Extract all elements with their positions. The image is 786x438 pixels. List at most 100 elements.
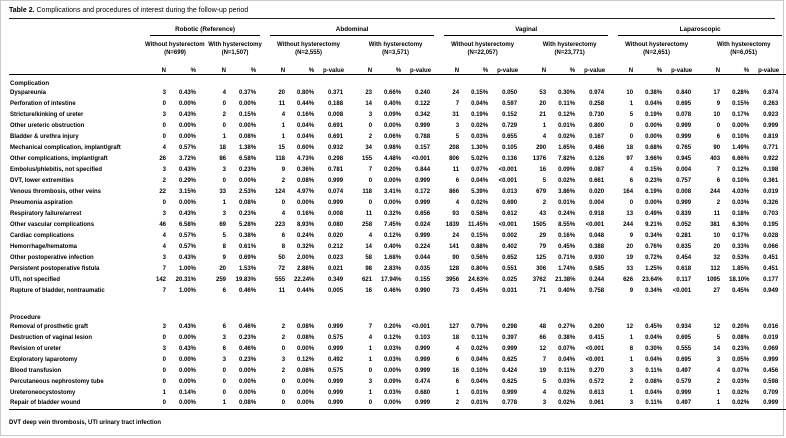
- value-cell: 18: [219, 144, 226, 151]
- value-cell: 4.73%: [297, 155, 315, 162]
- value-cell: 0.20%: [384, 166, 402, 173]
- value-cell: 2: [162, 177, 166, 184]
- value-cell: 18: [452, 334, 460, 341]
- row-label: Other vascular complications: [10, 221, 95, 228]
- value-cell: 0.56%: [471, 254, 489, 261]
- value-cell: 0.999: [328, 378, 344, 385]
- value-cell: 0.00%: [297, 199, 315, 206]
- value-cell: 0: [629, 133, 634, 140]
- value-cell: 0.087: [589, 166, 605, 173]
- value-cell: 0.618: [676, 265, 692, 272]
- row-label: Removal of prosthetic graft: [10, 323, 89, 330]
- value-cell: 0.38%: [558, 334, 576, 341]
- value-cell: 20: [278, 89, 286, 96]
- table-row: Revision of ureter 3 0.43% 6 0.46% 0 0.00% 0.99…: [9, 343, 786, 354]
- value-cell: 0.326: [763, 199, 779, 206]
- column-header: p-value: [323, 62, 353, 75]
- value-cell: 127: [449, 323, 460, 330]
- table-row: Repair of bladder wound 0 0.00% 1 0.08% 0 0.00…: [9, 398, 786, 409]
- value-cell: 3: [629, 400, 634, 407]
- value-cell: 3.72%: [178, 155, 196, 162]
- value-cell: 0: [368, 177, 373, 184]
- value-cell: 0.66%: [384, 89, 402, 96]
- value-cell: 0.497: [676, 367, 692, 374]
- value-cell: 0.34%: [645, 232, 663, 239]
- value-cell: 0.999: [328, 199, 344, 206]
- value-cell: 0.061: [589, 400, 605, 407]
- subgroup-label: With hysterectomy: [716, 42, 771, 48]
- table-subheader-row: Without hysterectomy (N=699) With hysterec…: [9, 36, 786, 62]
- table-row: Destruction of vaginal lesion 0 0.00% 3 0.23…: [9, 332, 786, 343]
- value-cell: 3: [162, 111, 166, 118]
- value-cell: 0.33%: [732, 243, 750, 250]
- value-cell: 15: [278, 144, 286, 151]
- value-cell: 11: [278, 100, 286, 107]
- row-label: Bladder & urethra injury: [10, 133, 79, 140]
- value-cell: 0: [281, 199, 286, 206]
- value-cell: 0.24%: [297, 232, 315, 239]
- value-cell: 0.918: [589, 210, 605, 217]
- value-cell: 0.999: [415, 177, 431, 184]
- value-cell: 0.212: [328, 243, 344, 250]
- value-cell: 19.83%: [235, 276, 257, 283]
- value-cell: 0.17%: [732, 232, 750, 239]
- value-cell: 0.19%: [471, 111, 489, 118]
- value-cell: 0.00%: [384, 122, 402, 129]
- value-cell: 0.999: [763, 356, 779, 363]
- value-cell: 27: [713, 287, 721, 294]
- value-cell: 6: [629, 177, 634, 184]
- column-header-row: N% N% N% p-value N% p-value N% p-value N% p-value…: [9, 62, 786, 75]
- column-header: p-value: [671, 62, 701, 75]
- value-cell: 21.38%: [555, 276, 576, 283]
- value-cell: 0.04%: [558, 356, 576, 363]
- group-header-label: Vaginal: [444, 26, 609, 36]
- value-cell: 0.492: [328, 356, 344, 363]
- value-cell: 0.12%: [384, 334, 402, 341]
- value-cell: 0.999: [415, 199, 431, 206]
- value-cell: 0.703: [763, 210, 779, 217]
- table-row: Venous thrombosis, other veins 22 3.15% 33 2…: [9, 186, 786, 197]
- column-header: N: [145, 62, 175, 75]
- value-cell: 21: [539, 111, 547, 118]
- value-cell: 0.57%: [178, 243, 196, 250]
- value-cell: 0.466: [589, 144, 605, 151]
- stub-cell: [9, 62, 145, 75]
- value-cell: 4: [368, 334, 373, 341]
- row-label: Revision of ureter: [10, 345, 62, 352]
- column-header: N: [352, 62, 382, 75]
- value-cell: 90: [713, 144, 721, 151]
- value-cell: 0.765: [676, 144, 692, 151]
- row-label: Embolus/phlebitis, not specified: [10, 166, 103, 173]
- value-cell: 69: [219, 221, 226, 228]
- value-cell: 4: [222, 89, 226, 96]
- value-cell: 0.72%: [645, 254, 663, 261]
- value-cell: 0.03%: [558, 378, 576, 385]
- row-label: DVT, lower extremities: [10, 177, 74, 184]
- value-cell: 5: [716, 334, 721, 341]
- subgroup-header: Without hysterectomy (N=22,057): [439, 36, 526, 62]
- value-cell: 12: [713, 323, 721, 330]
- value-cell: 0.052: [676, 221, 692, 228]
- column-header: %: [175, 62, 205, 75]
- value-cell: 0.999: [415, 367, 431, 374]
- value-cell: 1376: [532, 155, 547, 162]
- value-cell: 0.46%: [239, 345, 257, 352]
- value-cell: 1: [222, 133, 226, 140]
- value-cell: 0.02%: [558, 400, 576, 407]
- subgroup-label: Without hysterectomy: [145, 42, 205, 48]
- value-cell: 7: [455, 100, 460, 107]
- value-cell: 1: [455, 389, 460, 396]
- table-row: Pneumonia aspiration 0 0.00% 1 0.08% 0 0.00% 0.…: [9, 197, 786, 208]
- subgroup-n-label: (N=2,651): [643, 50, 671, 56]
- column-header: N: [439, 62, 469, 75]
- value-cell: 0.08%: [297, 323, 315, 330]
- value-cell: 16: [452, 367, 460, 374]
- value-cell: 0.066: [763, 243, 779, 250]
- value-cell: 5: [222, 232, 226, 239]
- value-cell: 3: [368, 111, 373, 118]
- value-cell: 125: [536, 254, 547, 261]
- value-cell: 0: [629, 199, 634, 206]
- value-cell: 1: [281, 133, 286, 140]
- value-cell: 11: [452, 166, 460, 173]
- value-cell: 7: [368, 166, 373, 173]
